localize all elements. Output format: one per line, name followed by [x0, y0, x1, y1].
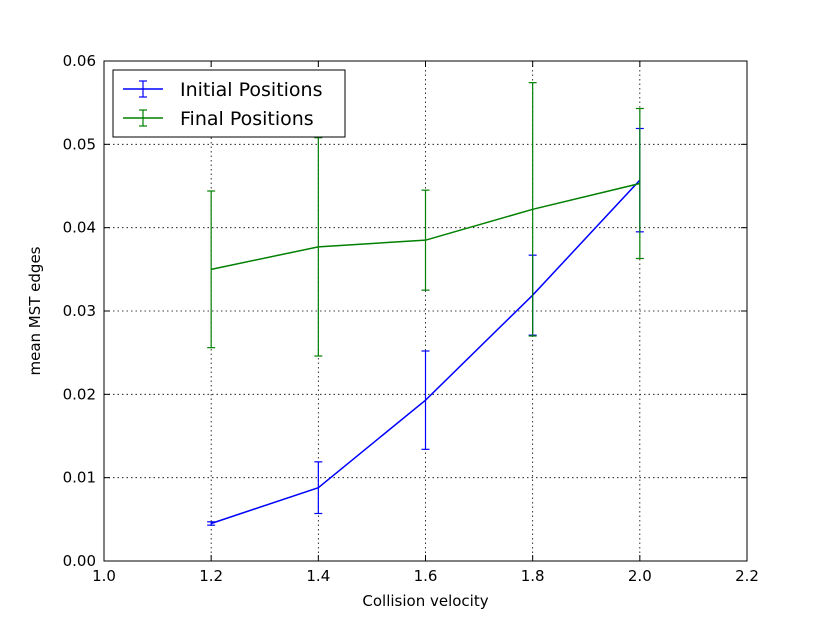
x-tick-label: 1.0 — [92, 567, 116, 585]
series-line — [210, 179, 641, 525]
x-tick-label: 1.6 — [414, 567, 438, 585]
y-tick-label: 0.02 — [63, 385, 96, 403]
y-axis-label: mean MST edges — [26, 246, 44, 375]
series-1 — [207, 82, 644, 357]
legend-label: Final Positions — [180, 108, 314, 130]
x-tick-label: 1.8 — [521, 567, 545, 585]
y-tick-label: 0.04 — [63, 219, 96, 237]
y-tick-label: 0.00 — [63, 552, 96, 570]
x-tick-label: 1.4 — [306, 567, 330, 585]
axis-ticks: 1.0 1.2 1.4 1.6 1.8 2.0 2.2 0.00 0.01 0.02 0.03 0.0… — [63, 52, 759, 585]
series-line — [211, 182, 641, 271]
y-tick-label: 0.05 — [63, 135, 96, 153]
y-tick-label: 0.06 — [63, 52, 96, 70]
x-tick-label: 2.2 — [735, 567, 759, 585]
y-tick-label: 0.03 — [63, 302, 96, 320]
y-tick-label: 0.01 — [63, 469, 96, 487]
data-series — [207, 82, 644, 526]
legend: Initial Positions Final Positions — [112, 69, 346, 138]
x-axis-label: Collision velocity — [362, 592, 488, 610]
x-tick-label: 1.2 — [199, 567, 223, 585]
legend-label: Initial Positions — [180, 79, 323, 101]
x-tick-label: 2.0 — [628, 567, 652, 585]
legend-box — [112, 69, 346, 138]
